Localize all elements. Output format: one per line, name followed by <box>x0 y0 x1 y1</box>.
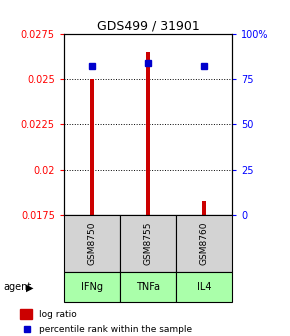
Bar <box>64 272 120 302</box>
Bar <box>176 272 232 302</box>
Bar <box>120 215 176 272</box>
Text: GSM8750: GSM8750 <box>87 222 96 265</box>
Text: TNFa: TNFa <box>136 282 160 292</box>
Text: agent: agent <box>3 282 31 292</box>
Text: log ratio: log ratio <box>39 310 77 319</box>
Title: GDS499 / 31901: GDS499 / 31901 <box>97 19 199 33</box>
Text: IL4: IL4 <box>197 282 211 292</box>
Text: percentile rank within the sample: percentile rank within the sample <box>39 325 192 334</box>
Bar <box>176 215 232 272</box>
Text: GSM8755: GSM8755 <box>143 222 153 265</box>
Text: ▶: ▶ <box>26 282 34 292</box>
Bar <box>146 52 150 215</box>
Text: IFNg: IFNg <box>81 282 103 292</box>
Bar <box>64 215 120 272</box>
Text: GSM8760: GSM8760 <box>200 222 209 265</box>
Bar <box>90 79 94 215</box>
Bar <box>202 202 206 215</box>
Bar <box>20 309 32 319</box>
Bar <box>120 272 176 302</box>
